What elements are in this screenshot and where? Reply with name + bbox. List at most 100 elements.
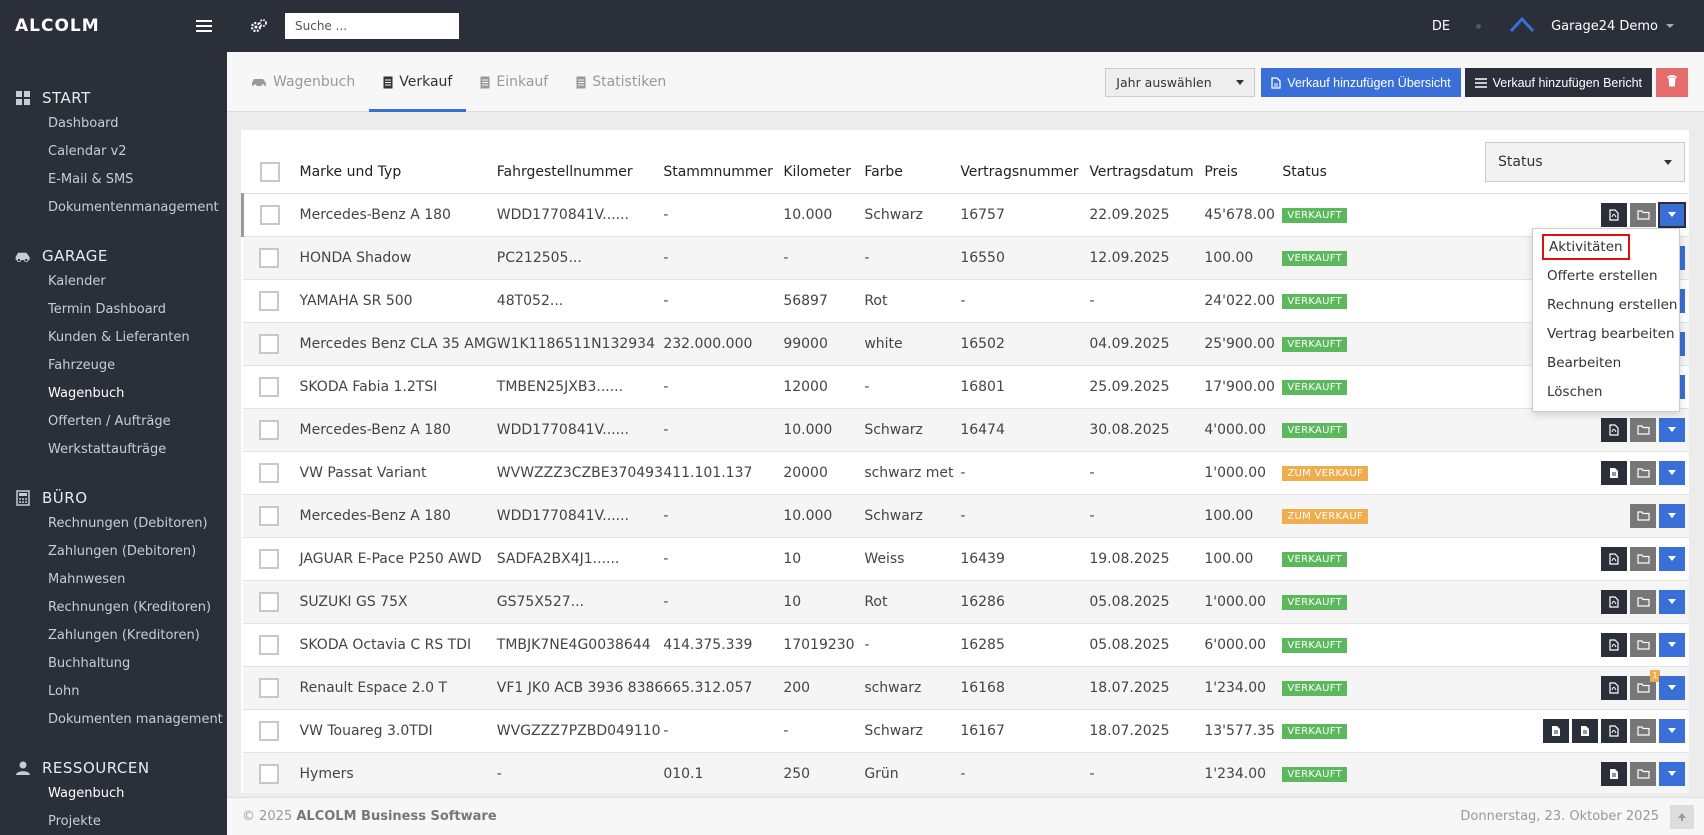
folder-button[interactable] xyxy=(1630,718,1656,743)
column-header[interactable]: Kilometer xyxy=(783,130,865,194)
sidebar-item[interactable]: Kalender xyxy=(48,274,106,289)
column-header[interactable]: Preis xyxy=(1204,130,1283,194)
tab-einkauf[interactable]: Einkauf xyxy=(466,52,562,112)
folder-button[interactable] xyxy=(1630,460,1656,485)
dropdown-item[interactable]: Bearbeiten xyxy=(1533,349,1679,378)
document-button[interactable] xyxy=(1601,761,1627,786)
status-filter-select[interactable]: Status xyxy=(1485,142,1685,182)
sidebar-section-title[interactable]: START xyxy=(0,86,227,110)
sidebar-section-title[interactable]: GARAGE xyxy=(0,244,227,268)
sidebar-item[interactable]: Wagenbuch xyxy=(48,386,125,401)
table-row[interactable]: VW Touareg 3.0TDI WVGZZZ7PZBD049110- - Schw… xyxy=(242,709,1689,753)
sidebar-item[interactable]: Offerten / Aufträge xyxy=(48,414,171,429)
table-row[interactable]: Mercedes Benz CLA 35 AMG W1K1186511N13293… xyxy=(242,322,1689,366)
row-checkbox[interactable] xyxy=(258,462,279,483)
tab-statistiken[interactable]: Statistiken xyxy=(562,52,680,112)
dropdown-item[interactable]: Vertrag bearbeiten xyxy=(1533,320,1679,349)
sidebar-item[interactable]: E-Mail & SMS xyxy=(48,172,134,187)
folder-button[interactable] xyxy=(1630,761,1656,786)
column-header[interactable]: Farbe xyxy=(864,130,961,194)
scroll-top-button[interactable] xyxy=(1670,804,1694,829)
sidebar-section-title[interactable]: RESSOURCEN xyxy=(0,756,227,780)
actions-dropdown-button[interactable] xyxy=(1659,675,1685,700)
table-row[interactable]: VW Passat Variant WVWZZZ3CZBE370493 411.10… xyxy=(242,451,1689,495)
actions-dropdown-button[interactable] xyxy=(1659,546,1685,571)
dropdown-item[interactable]: Aktivitäten xyxy=(1533,233,1679,262)
folder-button[interactable] xyxy=(1630,632,1656,657)
actions-dropdown-button[interactable] xyxy=(1659,417,1685,442)
actions-dropdown-button[interactable] xyxy=(1659,718,1685,743)
pdf-button[interactable] xyxy=(1601,546,1627,571)
pdf-button[interactable] xyxy=(1601,632,1627,657)
user-menu[interactable]: Garage24 Demo xyxy=(1551,19,1674,34)
column-header[interactable]: Stammnummer xyxy=(663,130,784,194)
row-checkbox[interactable] xyxy=(258,505,279,526)
row-checkbox[interactable] xyxy=(258,333,279,354)
actions-dropdown-button[interactable] xyxy=(1659,632,1685,657)
row-checkbox[interactable] xyxy=(258,290,279,311)
row-checkbox[interactable] xyxy=(258,677,279,698)
folder-button[interactable] xyxy=(1630,546,1656,571)
table-row[interactable]: YAMAHA SR 500 48T052... -56897 Rot - -24'022.… xyxy=(242,279,1689,323)
folder-button[interactable] xyxy=(1630,503,1656,528)
pdf-button[interactable] xyxy=(1601,718,1627,743)
add-sale-report-button[interactable]: Verkauf hinzufügen Bericht xyxy=(1464,68,1652,97)
year-select[interactable]: Jahr auswählen xyxy=(1105,68,1256,97)
table-row[interactable]: SKODA Octavia C RS TDI TMBJK7NE4G0038644 4… xyxy=(242,623,1689,667)
sidebar-item[interactable]: Kunden & Lieferanten xyxy=(48,330,190,345)
pdf-button[interactable] xyxy=(1601,675,1627,700)
search-input[interactable] xyxy=(285,13,459,39)
column-header[interactable]: Vertragsdatum xyxy=(1089,130,1205,194)
add-sale-overview-button[interactable]: Verkauf hinzufügen Übersicht xyxy=(1261,68,1461,97)
dropdown-item[interactable]: Rechnung erstellen xyxy=(1533,291,1679,320)
document-button[interactable] xyxy=(1572,718,1598,743)
column-header[interactable]: Fahrgestellnummer xyxy=(496,130,664,194)
sidebar-item[interactable]: Wagenbuch xyxy=(48,786,125,801)
sidebar-item[interactable]: Rechnungen (Kreditoren) xyxy=(48,600,212,615)
menu-toggle-icon[interactable] xyxy=(196,20,212,32)
tab-verkauf[interactable]: Verkauf xyxy=(369,52,467,112)
sidebar-item[interactable]: Fahrzeuge xyxy=(48,358,116,373)
sidebar-item[interactable]: Projekte xyxy=(48,814,101,829)
actions-dropdown-button[interactable] xyxy=(1658,201,1686,228)
row-checkbox[interactable] xyxy=(258,548,279,569)
table-row[interactable]: Mercedes-Benz A 180 WDD1770841V...... -10.… xyxy=(242,408,1689,452)
row-checkbox[interactable] xyxy=(258,247,279,268)
row-checkbox[interactable] xyxy=(258,634,279,655)
sidebar-item[interactable]: Mahnwesen xyxy=(48,572,126,587)
folder-button[interactable]: 1 xyxy=(1630,669,1660,700)
table-row[interactable]: Hymers -010.1 250 Grün - -1'234.00 VERKAUFT xyxy=(242,752,1689,793)
tab-wagenbuch[interactable]: Wagenbuch xyxy=(237,52,369,112)
pdf-button[interactable] xyxy=(1601,417,1627,442)
table-row[interactable]: JAGUAR E-Pace P250 AWD SADFA2BX4J1...... -… xyxy=(242,537,1689,581)
sidebar-item[interactable]: Zahlungen (Kreditoren) xyxy=(48,628,200,643)
table-row[interactable]: Mercedes-Benz A 180 WDD1770841V...... -10.… xyxy=(241,193,1689,237)
sidebar-item[interactable]: Werkstattaufträge xyxy=(48,442,167,457)
brand-logo[interactable]: ALCOLM xyxy=(15,16,100,36)
folder-button[interactable] xyxy=(1630,202,1656,227)
settings-gears-icon[interactable] xyxy=(239,0,279,52)
actions-dropdown-button[interactable] xyxy=(1659,761,1685,786)
table-row[interactable]: SKODA Fabia 1.2TSI TMBEN25JXB3...... -1200… xyxy=(242,365,1689,409)
table-row[interactable]: SUZUKI GS 75X GS75X527... -10 Rot 16286 05.08… xyxy=(242,580,1689,624)
row-checkbox[interactable] xyxy=(258,376,279,397)
row-checkbox[interactable] xyxy=(258,591,279,612)
pdf-button[interactable] xyxy=(1601,589,1627,614)
dropdown-item[interactable]: Offerte erstellen xyxy=(1533,262,1679,291)
document-button[interactable] xyxy=(1543,718,1569,743)
table-row[interactable]: HONDA Shadow PC212505... - - -16550 12.09.202… xyxy=(242,236,1689,280)
dropdown-item[interactable]: Löschen xyxy=(1533,378,1679,407)
document-button[interactable] xyxy=(1601,460,1627,485)
sidebar-item[interactable]: Calendar v2 xyxy=(48,144,127,159)
actions-dropdown-button[interactable] xyxy=(1659,503,1685,528)
folder-button[interactable] xyxy=(1630,417,1656,442)
sidebar-item[interactable]: Dokumenten management xyxy=(48,712,223,727)
row-checkbox[interactable] xyxy=(260,204,280,225)
row-checkbox[interactable] xyxy=(258,419,279,440)
select-all-checkbox[interactable] xyxy=(259,162,280,183)
sidebar-item[interactable]: Lohn xyxy=(48,684,80,699)
folder-button[interactable] xyxy=(1630,589,1656,614)
column-header[interactable]: Vertragsnummer xyxy=(960,130,1090,194)
table-row[interactable]: Mercedes-Benz A 180 WDD1770841V...... -10.… xyxy=(242,494,1689,538)
column-header[interactable]: Status xyxy=(1282,130,1383,194)
